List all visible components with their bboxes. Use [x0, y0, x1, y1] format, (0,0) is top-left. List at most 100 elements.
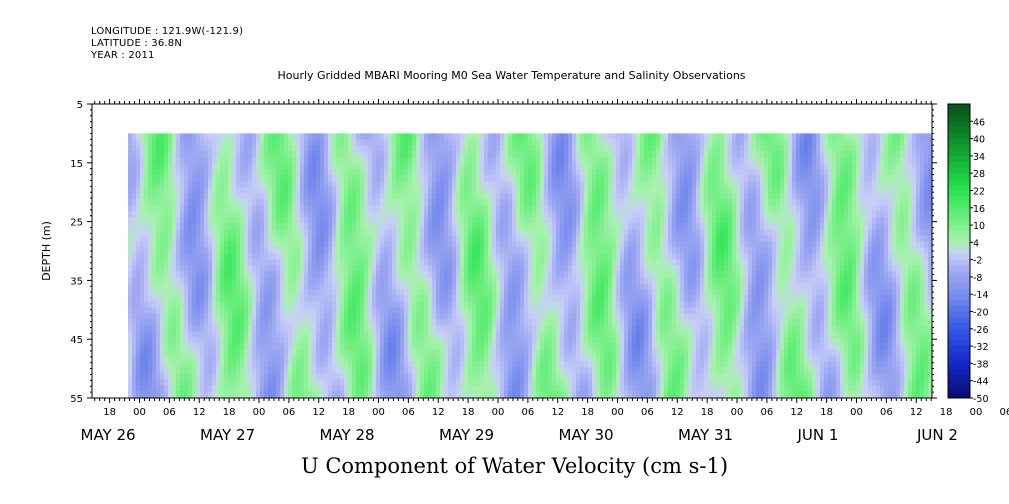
- heatmap-cell: [260, 211, 264, 218]
- heatmap-cell: [428, 205, 432, 212]
- heatmap-cell: [420, 391, 424, 398]
- heatmap-cell: [336, 193, 340, 200]
- heatmap-cell: [332, 235, 336, 242]
- heatmap-cell: [300, 151, 304, 158]
- heatmap-cell: [492, 259, 496, 266]
- heatmap-cell: [472, 337, 476, 344]
- heatmap-cell: [188, 211, 192, 218]
- heatmap-cell: [468, 253, 472, 260]
- heatmap-cell: [228, 157, 232, 164]
- heatmap-cell: [184, 205, 188, 212]
- heatmap-cell: [488, 247, 492, 254]
- heatmap-cell: [424, 205, 428, 212]
- heatmap-cell: [332, 379, 336, 386]
- heatmap-cell: [152, 223, 156, 230]
- heatmap-cell: [452, 151, 456, 158]
- heatmap-cell: [516, 139, 520, 146]
- heatmap-cell: [352, 199, 356, 206]
- heatmap-cell: [176, 139, 180, 146]
- heatmap-cell: [496, 361, 500, 368]
- heatmap-cell: [312, 379, 316, 386]
- heatmap-cell: [428, 271, 432, 278]
- heatmap-cell: [464, 187, 468, 194]
- heatmap-cell: [504, 277, 508, 284]
- heatmap-cell: [232, 163, 236, 170]
- heatmap-cell: [284, 283, 288, 290]
- heatmap-cell: [156, 343, 160, 350]
- heatmap-cell: [332, 169, 336, 176]
- heatmap-cell: [400, 283, 404, 290]
- heatmap-cell: [160, 211, 164, 218]
- heatmap-cell: [336, 235, 340, 242]
- heatmap-cell: [368, 295, 372, 302]
- heatmap-cell: [488, 361, 492, 368]
- heatmap-cell: [336, 265, 340, 272]
- heatmap-cell: [256, 175, 260, 182]
- heatmap-cell: [156, 205, 160, 212]
- heatmap-cell: [244, 193, 248, 200]
- heatmap-cell: [136, 133, 140, 140]
- heatmap-cell: [368, 331, 372, 338]
- heatmap-cell: [328, 205, 332, 212]
- heatmap-cell: [168, 283, 172, 290]
- heatmap-cell: [512, 349, 516, 356]
- heatmap-cell: [176, 295, 180, 302]
- heatmap-cell: [444, 139, 448, 146]
- heatmap-cell: [160, 307, 164, 314]
- heatmap-cell: [188, 223, 192, 230]
- heatmap-cell: [516, 373, 520, 380]
- heatmap-cell: [420, 325, 424, 332]
- heatmap-cell: [228, 235, 232, 242]
- heatmap-cell: [156, 139, 160, 146]
- heatmap-cell: [172, 163, 176, 170]
- heatmap-cell: [196, 307, 200, 314]
- heatmap-cell: [180, 265, 184, 272]
- heatmap-cell: [268, 289, 272, 296]
- heatmap-cell: [256, 307, 260, 314]
- heatmap-cell: [176, 211, 180, 218]
- heatmap-cell: [564, 349, 568, 356]
- heatmap-cell: [524, 133, 528, 140]
- heatmap-cell: [296, 193, 300, 200]
- heatmap-cell: [412, 181, 416, 188]
- heatmap-cell: [208, 391, 212, 398]
- heatmap-cell: [520, 205, 524, 212]
- heatmap-cell: [152, 289, 156, 296]
- heatmap-cell: [128, 247, 132, 254]
- heatmap-cell: [436, 355, 440, 362]
- heatmap-cell: [532, 157, 536, 164]
- heatmap-cell: [332, 319, 336, 326]
- heatmap-cell: [364, 319, 368, 326]
- heatmap-cell: [200, 373, 204, 380]
- heatmap-cell: [488, 391, 492, 398]
- heatmap-cell: [168, 211, 172, 218]
- heatmap-cell: [492, 361, 496, 368]
- heatmap-cell: [196, 187, 200, 194]
- heatmap-cell: [152, 265, 156, 272]
- heatmap-cell: [196, 283, 200, 290]
- heatmap-cell: [416, 259, 420, 266]
- heatmap-cell: [344, 349, 348, 356]
- heatmap-cell: [184, 175, 188, 182]
- heatmap-cell: [304, 373, 308, 380]
- heatmap-cell: [568, 361, 572, 368]
- heatmap-cell: [528, 181, 532, 188]
- heatmap-cell: [160, 223, 164, 230]
- heatmap-cell: [544, 163, 548, 170]
- heatmap-cell: [384, 169, 388, 176]
- heatmap-cell: [344, 325, 348, 332]
- heatmap-cell: [372, 277, 376, 284]
- heatmap-cell: [564, 211, 568, 218]
- heatmap-cell: [468, 157, 472, 164]
- heatmap-cell: [408, 259, 412, 266]
- heatmap-cell: [452, 229, 456, 236]
- heatmap-cell: [244, 163, 248, 170]
- heatmap-cell: [556, 139, 560, 146]
- heatmap-cell: [248, 241, 252, 248]
- heatmap-cell: [472, 181, 476, 188]
- heatmap-cell: [224, 199, 228, 206]
- heatmap-cell: [452, 313, 456, 320]
- heatmap-cell: [476, 307, 480, 314]
- heatmap-cell: [560, 217, 564, 224]
- heatmap-cell: [472, 313, 476, 320]
